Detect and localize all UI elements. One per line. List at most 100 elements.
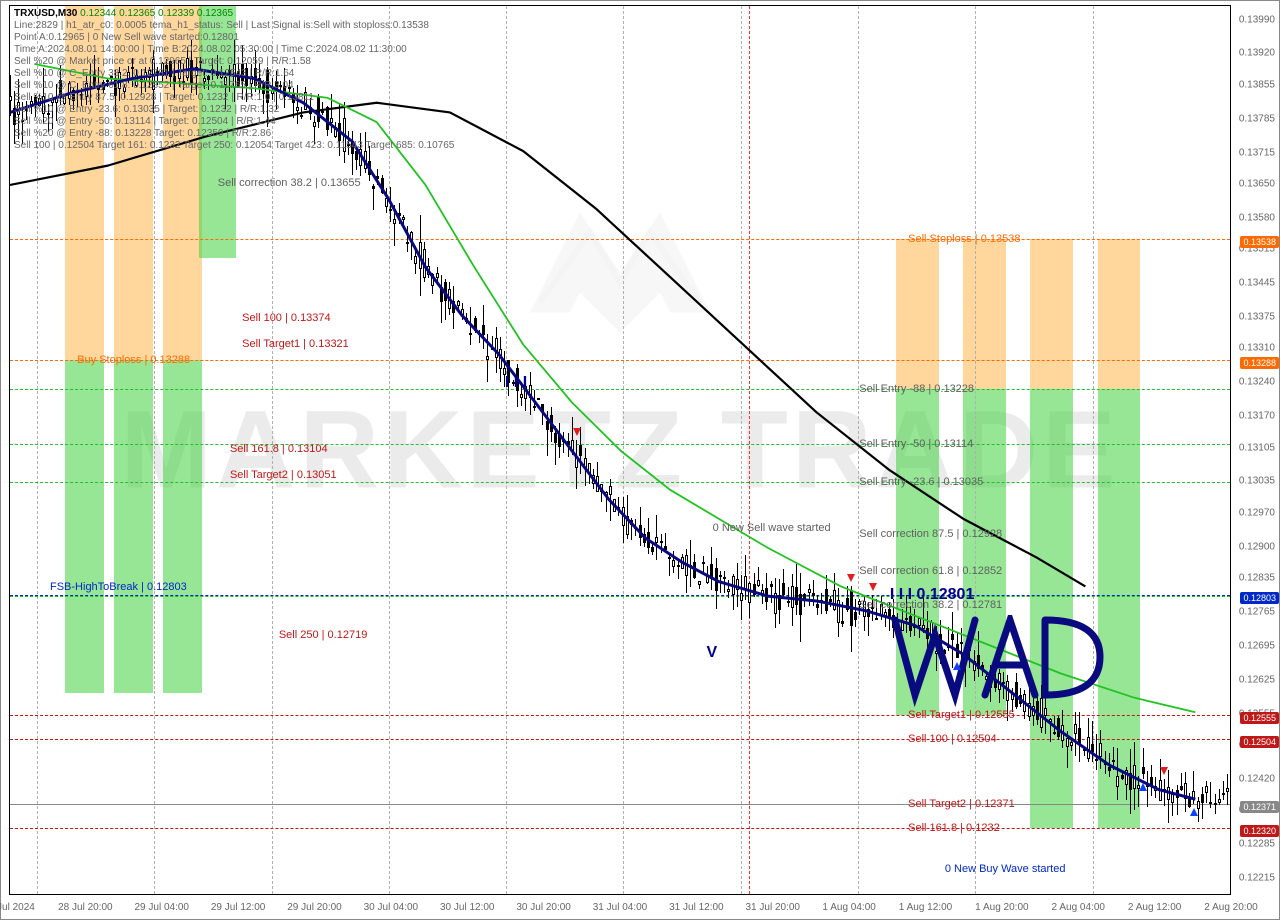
candlestick xyxy=(1150,6,1153,895)
candlestick xyxy=(605,6,608,895)
candlestick xyxy=(998,6,1001,895)
candlestick xyxy=(643,6,646,895)
candlestick xyxy=(486,6,489,895)
candlestick xyxy=(858,6,861,895)
y-tick-label: 0.12625 xyxy=(1239,674,1275,685)
plot-area[interactable]: MARKETZ TRADE FSB-HighToBreak | 0.12803B… xyxy=(9,5,1231,895)
chart-annotation: 0 New Sell wave started xyxy=(713,522,831,534)
hline-label: FSB-HighToBreak | 0.12803 xyxy=(50,581,187,593)
x-tick-label: 1 Aug 12:00 xyxy=(899,902,952,913)
candlestick xyxy=(1180,6,1183,895)
candlestick xyxy=(770,6,773,895)
sell-arrow-icon xyxy=(869,583,877,591)
chart-annotation: Buy Stoploss | 0.13288 xyxy=(77,354,190,366)
candlestick xyxy=(850,6,853,895)
candlestick xyxy=(622,6,625,895)
y-tick-label: 0.13650 xyxy=(1239,178,1275,189)
x-tick-label: 2 Aug 04:00 xyxy=(1052,902,1105,913)
candlestick xyxy=(774,6,777,895)
candlestick xyxy=(985,6,988,895)
candlestick xyxy=(723,6,726,895)
candlestick xyxy=(791,6,794,895)
candlestick xyxy=(474,6,477,895)
header-info-line: Sell 100 | 0.12504 Target 161: 0.1232 Ta… xyxy=(14,140,454,151)
candlestick xyxy=(1167,6,1170,895)
candlestick xyxy=(1053,6,1056,895)
x-tick-label: 1 Aug 04:00 xyxy=(822,902,875,913)
candlestick xyxy=(660,6,663,895)
candlestick xyxy=(1222,6,1225,895)
candlestick xyxy=(765,6,768,895)
candlestick xyxy=(507,6,510,895)
candlestick xyxy=(803,6,806,895)
candlestick xyxy=(1209,6,1212,895)
y-axis: 0.139900.139200.138550.137850.137150.136… xyxy=(1229,5,1279,895)
candlestick xyxy=(748,6,751,895)
chart-annotation: Sell correction 38.2 | 0.12781 xyxy=(859,599,1002,611)
candlestick xyxy=(1226,6,1229,895)
x-tick-label: 29 Jul 12:00 xyxy=(211,902,266,913)
y-tick-label: 0.13105 xyxy=(1239,442,1275,453)
candlestick xyxy=(854,6,857,895)
candlestick xyxy=(973,6,976,895)
candlestick xyxy=(812,6,815,895)
y-tick-label: 0.13445 xyxy=(1239,278,1275,289)
candlestick xyxy=(562,6,565,895)
candlestick xyxy=(1087,6,1090,895)
candlestick xyxy=(1146,6,1149,895)
candlestick xyxy=(681,6,684,895)
candlestick xyxy=(1040,6,1043,895)
candlestick xyxy=(512,6,515,895)
candlestick xyxy=(922,6,925,895)
candlestick xyxy=(668,6,671,895)
candlestick xyxy=(541,6,544,895)
candlestick xyxy=(461,6,464,895)
candlestick xyxy=(761,6,764,895)
x-tick-label: 2 Aug 12:00 xyxy=(1128,902,1181,913)
sell-arrow-icon xyxy=(847,574,855,582)
candlestick xyxy=(626,6,629,895)
candlestick xyxy=(943,6,946,895)
candlestick xyxy=(736,6,739,895)
price-tag: 0.13538 xyxy=(1240,236,1279,248)
candlestick xyxy=(482,6,485,895)
candlestick xyxy=(617,6,620,895)
candlestick xyxy=(951,6,954,895)
y-tick-label: 0.13170 xyxy=(1239,411,1275,422)
candlestick xyxy=(753,6,756,895)
candlestick xyxy=(875,6,878,895)
candlestick xyxy=(1015,6,1018,895)
price-tag: 0.12803 xyxy=(1240,592,1279,604)
candlestick xyxy=(977,6,980,895)
candlestick xyxy=(1023,6,1026,895)
x-axis: 28 Jul 202428 Jul 20:0029 Jul 04:0029 Ju… xyxy=(9,893,1231,919)
y-tick-label: 0.13785 xyxy=(1239,113,1275,124)
buy-arrow-icon xyxy=(953,662,961,670)
candlestick xyxy=(529,6,532,895)
y-tick-label: 0.13920 xyxy=(1239,48,1275,59)
candlestick xyxy=(503,6,506,895)
candlestick xyxy=(1002,6,1005,895)
candlestick xyxy=(546,6,549,895)
candlestick xyxy=(1078,6,1081,895)
candlestick xyxy=(478,6,481,895)
candlestick xyxy=(651,6,654,895)
candlestick xyxy=(710,6,713,895)
candlestick xyxy=(592,6,595,895)
chart-annotation: Sell Target2 | 0.12371 xyxy=(908,798,1015,810)
x-tick-label: 28 Jul 20:00 xyxy=(58,902,113,913)
candlestick xyxy=(981,6,984,895)
y-tick-label: 0.13240 xyxy=(1239,377,1275,388)
candlestick xyxy=(964,6,967,895)
y-tick-label: 0.12835 xyxy=(1239,573,1275,584)
candlestick xyxy=(1125,6,1128,895)
header-info-line: Sell %10 @ C_Entry 38.2: 0.12781 | Targe… xyxy=(14,68,294,79)
candlestick xyxy=(715,6,718,895)
candlestick xyxy=(1192,6,1195,895)
candlestick xyxy=(829,6,832,895)
candlestick xyxy=(926,6,929,895)
candlestick xyxy=(516,6,519,895)
header-info-line: Sell %10 @ Entry 87.5: 0.12928 | Target:… xyxy=(14,92,314,103)
candlestick xyxy=(1218,6,1221,895)
candlestick xyxy=(1154,6,1157,895)
